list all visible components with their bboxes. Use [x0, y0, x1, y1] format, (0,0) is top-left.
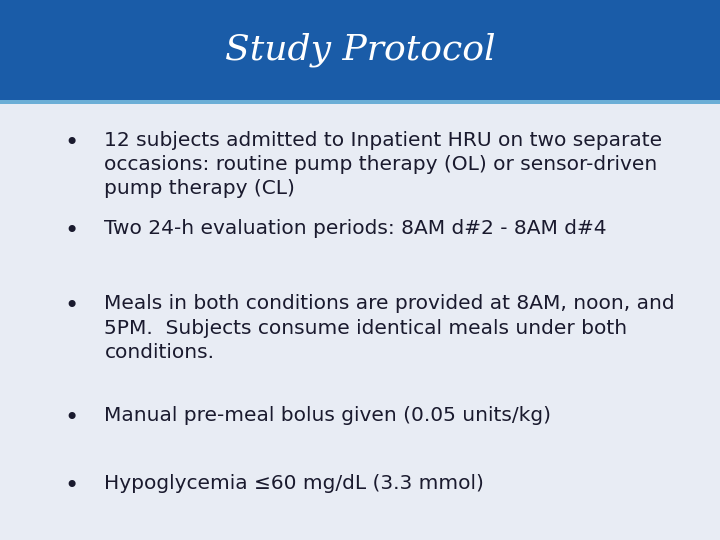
Text: Manual pre-meal bolus given (0.05 units/kg): Manual pre-meal bolus given (0.05 units/…: [104, 406, 552, 425]
Text: Study Protocol: Study Protocol: [225, 33, 495, 67]
Text: Meals in both conditions are provided at 8AM, noon, and
5PM.  Subjects consume i: Meals in both conditions are provided at…: [104, 294, 675, 362]
Bar: [0, 0, 720, 100]
Text: Two 24-h evaluation periods: 8AM d#2 - 8AM d#4: Two 24-h evaluation periods: 8AM d#2 - 8…: [104, 219, 607, 238]
Text: •: •: [65, 294, 79, 318]
Bar: [0, 104, 720, 540]
Bar: [0, 100, 720, 104]
Text: Hypoglycemia ≤60 mg/dL (3.3 mmol): Hypoglycemia ≤60 mg/dL (3.3 mmol): [104, 474, 485, 493]
Text: •: •: [65, 406, 79, 430]
Text: •: •: [65, 474, 79, 498]
Text: •: •: [65, 131, 79, 154]
Text: •: •: [65, 219, 79, 242]
Text: 12 subjects admitted to Inpatient HRU on two separate
occasions: routine pump th: 12 subjects admitted to Inpatient HRU on…: [104, 131, 662, 198]
